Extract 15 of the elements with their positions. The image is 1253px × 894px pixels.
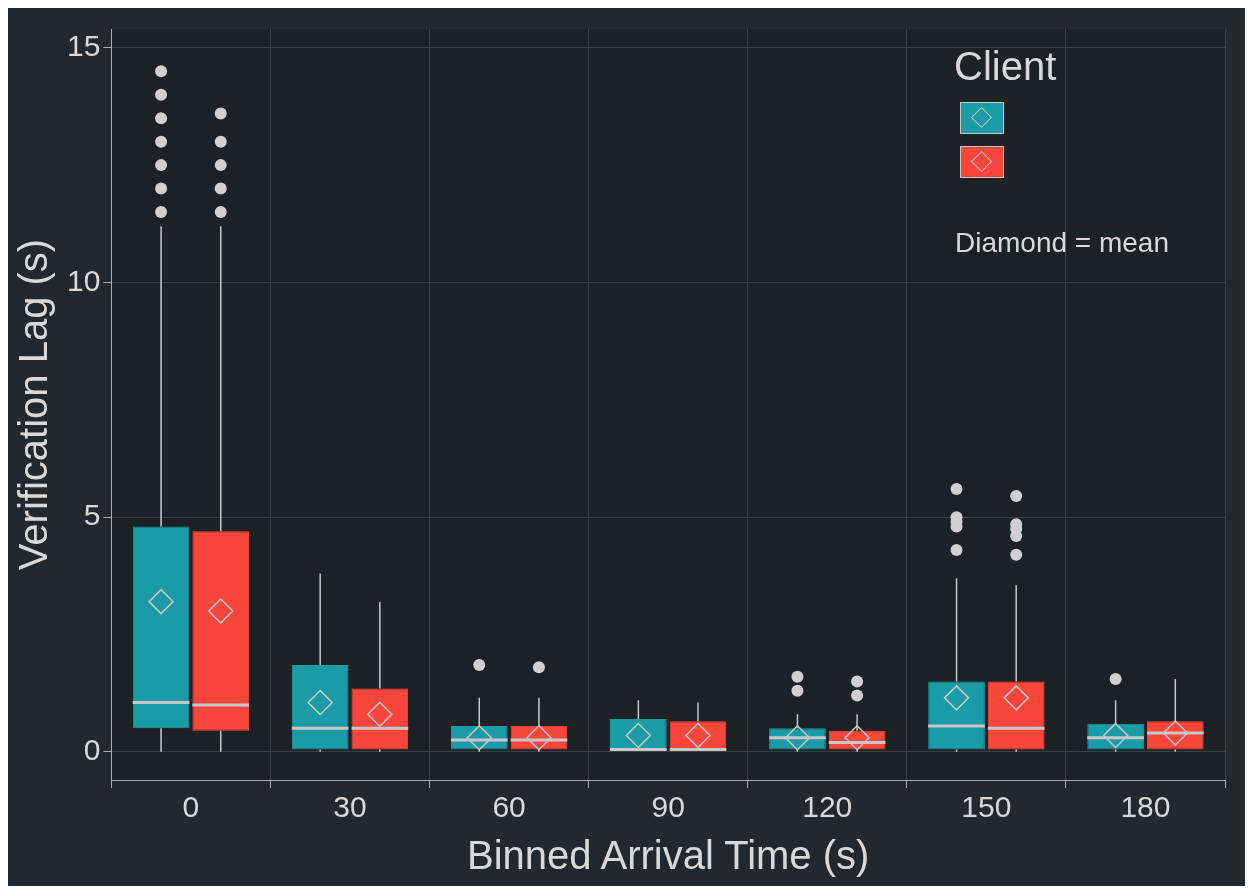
x-tick-label: 180	[1120, 790, 1171, 824]
annotation: Diamond = mean	[955, 226, 1170, 258]
x-tick-label: 0	[182, 790, 200, 824]
y-tick-label: 0	[83, 733, 101, 767]
y-tick-label: 10	[66, 263, 101, 297]
x-tick-label: 30	[333, 790, 367, 824]
y-tick-label: 5	[83, 498, 101, 532]
x-tick-label: 60	[492, 790, 526, 824]
y-tick-label: 15	[66, 29, 101, 63]
x-tick-label: 150	[961, 790, 1012, 824]
y-axis-title: Verification Lag (s)	[11, 238, 56, 571]
x-tick-label: 90	[651, 790, 685, 824]
x-tick-label: 120	[802, 790, 853, 824]
legend-title: Client	[954, 43, 1057, 90]
x-axis-title: Binned Arrival Time (s)	[467, 833, 870, 878]
